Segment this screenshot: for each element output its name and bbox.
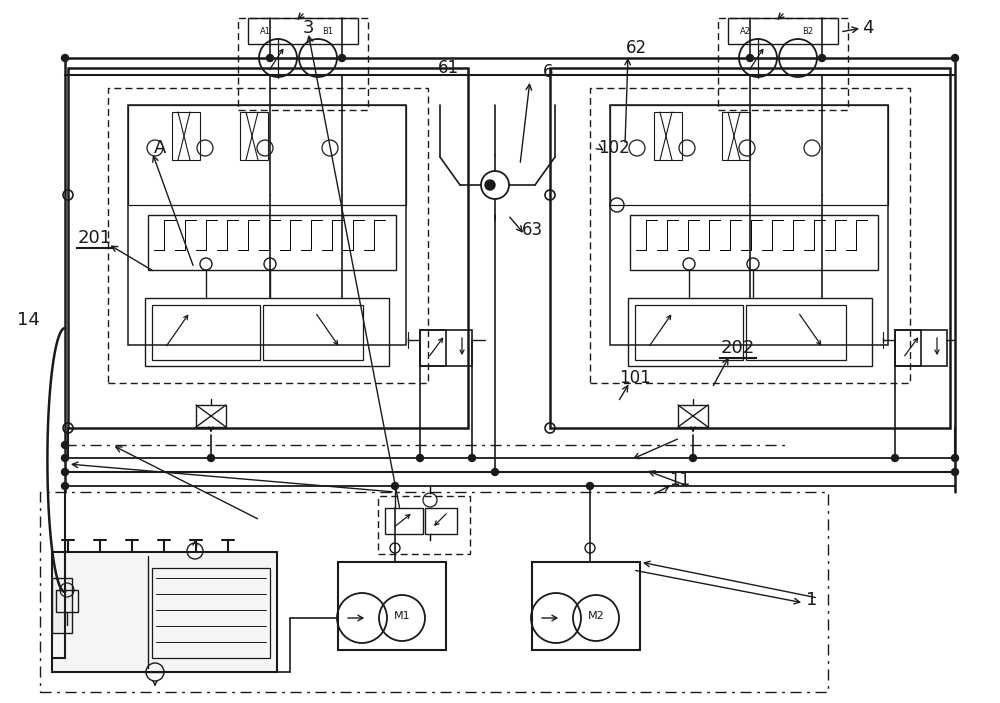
Circle shape [485, 180, 495, 190]
Text: A1: A1 [260, 27, 270, 35]
Circle shape [62, 55, 68, 61]
Bar [240, 112, 268, 160]
Bar [152, 568, 270, 658]
Bar [52, 552, 277, 672]
Bar [68, 68, 468, 428]
Bar [728, 18, 838, 44]
Bar [52, 578, 72, 633]
Text: 14: 14 [17, 311, 39, 329]
Text: 1: 1 [806, 591, 818, 609]
Bar [550, 68, 950, 428]
Bar [378, 496, 470, 554]
Bar [635, 305, 743, 360]
Text: B2: B2 [802, 27, 814, 35]
Bar [718, 18, 848, 110]
Bar [425, 508, 457, 534]
Text: 101: 101 [619, 369, 651, 387]
Bar [128, 105, 406, 345]
Text: 102: 102 [598, 139, 630, 157]
Bar [238, 18, 368, 110]
Bar [40, 492, 828, 692]
Bar [610, 105, 888, 205]
Bar [145, 298, 389, 366]
Bar [590, 88, 910, 383]
Text: M2: M2 [588, 611, 604, 621]
Text: M1: M1 [394, 611, 410, 621]
Circle shape [62, 468, 68, 475]
Circle shape [338, 55, 346, 61]
Circle shape [208, 455, 214, 461]
Bar [628, 298, 872, 366]
Circle shape [492, 468, 498, 475]
Circle shape [468, 455, 476, 461]
Circle shape [62, 482, 68, 489]
Circle shape [416, 455, 424, 461]
Bar [722, 112, 750, 160]
Text: B1: B1 [322, 27, 334, 35]
Text: 61: 61 [437, 59, 459, 77]
Circle shape [952, 455, 958, 461]
Circle shape [952, 55, 958, 61]
Bar [56, 590, 78, 612]
Bar [172, 112, 200, 160]
Text: 62: 62 [625, 39, 647, 57]
Circle shape [818, 55, 826, 61]
Bar [338, 562, 446, 650]
Text: 11: 11 [669, 471, 691, 489]
Text: 4: 4 [862, 19, 874, 37]
Bar [263, 305, 363, 360]
Text: 3: 3 [302, 19, 314, 37]
Bar [532, 562, 640, 650]
Text: 63: 63 [521, 221, 543, 239]
Bar [152, 305, 260, 360]
Bar [610, 105, 888, 345]
Bar [746, 305, 846, 360]
Bar [108, 88, 428, 383]
Text: 6: 6 [543, 63, 553, 81]
Bar [148, 215, 396, 270]
Bar [420, 330, 446, 366]
Bar [630, 215, 878, 270]
Circle shape [690, 455, 696, 461]
Bar [895, 330, 947, 366]
Circle shape [952, 468, 958, 475]
Bar [654, 112, 682, 160]
Bar [128, 105, 406, 205]
Text: A: A [154, 139, 166, 157]
Circle shape [586, 482, 594, 489]
Circle shape [392, 482, 398, 489]
Text: 201: 201 [78, 229, 112, 247]
Bar [196, 405, 226, 427]
Bar [678, 405, 708, 427]
Bar [248, 18, 358, 44]
Bar [420, 330, 472, 366]
Circle shape [266, 55, 274, 61]
Circle shape [62, 441, 68, 449]
Bar [895, 330, 921, 366]
Circle shape [62, 455, 68, 461]
Text: 202: 202 [721, 339, 755, 357]
Circle shape [892, 455, 898, 461]
Circle shape [746, 55, 754, 61]
Bar [385, 508, 423, 534]
Text: A2: A2 [740, 27, 750, 35]
